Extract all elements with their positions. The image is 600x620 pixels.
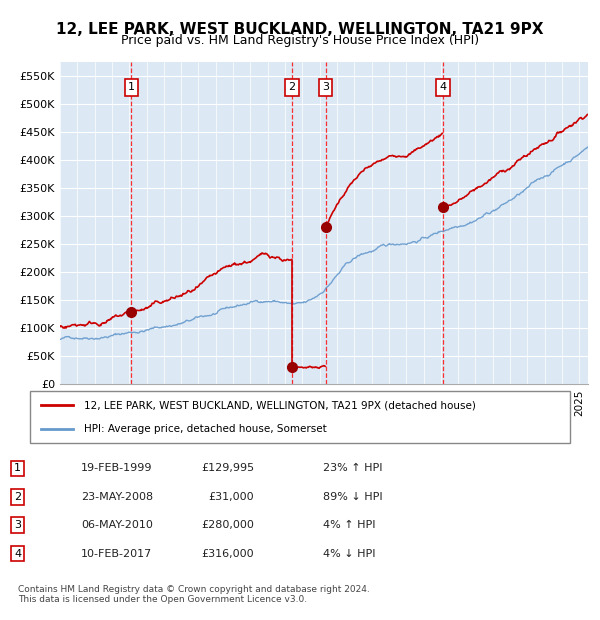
- Text: HPI: Average price, detached house, Somerset: HPI: Average price, detached house, Some…: [84, 423, 327, 433]
- Text: 2: 2: [288, 82, 295, 92]
- Text: 2: 2: [14, 492, 22, 502]
- Text: 23% ↑ HPI: 23% ↑ HPI: [323, 463, 383, 474]
- Text: 3: 3: [322, 82, 329, 92]
- Text: £280,000: £280,000: [201, 520, 254, 530]
- Text: 89% ↓ HPI: 89% ↓ HPI: [323, 492, 383, 502]
- Text: 4: 4: [439, 82, 446, 92]
- FancyBboxPatch shape: [30, 391, 570, 443]
- Text: 10-FEB-2017: 10-FEB-2017: [81, 549, 152, 559]
- Text: 12, LEE PARK, WEST BUCKLAND, WELLINGTON, TA21 9PX: 12, LEE PARK, WEST BUCKLAND, WELLINGTON,…: [56, 22, 544, 37]
- Text: 3: 3: [14, 520, 21, 530]
- Text: 4% ↓ HPI: 4% ↓ HPI: [323, 549, 376, 559]
- Text: 1: 1: [128, 82, 135, 92]
- Text: 4% ↑ HPI: 4% ↑ HPI: [323, 520, 376, 530]
- Text: 06-MAY-2010: 06-MAY-2010: [81, 520, 153, 530]
- Text: £316,000: £316,000: [201, 549, 254, 559]
- Text: 19-FEB-1999: 19-FEB-1999: [81, 463, 152, 474]
- Text: 4: 4: [14, 549, 22, 559]
- Text: Price paid vs. HM Land Registry's House Price Index (HPI): Price paid vs. HM Land Registry's House …: [121, 34, 479, 47]
- Text: £129,995: £129,995: [201, 463, 254, 474]
- Text: 1: 1: [14, 463, 21, 474]
- Text: 23-MAY-2008: 23-MAY-2008: [81, 492, 153, 502]
- Text: £31,000: £31,000: [208, 492, 254, 502]
- Text: Contains HM Land Registry data © Crown copyright and database right 2024.
This d: Contains HM Land Registry data © Crown c…: [18, 585, 370, 604]
- Text: 12, LEE PARK, WEST BUCKLAND, WELLINGTON, TA21 9PX (detached house): 12, LEE PARK, WEST BUCKLAND, WELLINGTON,…: [84, 401, 476, 410]
